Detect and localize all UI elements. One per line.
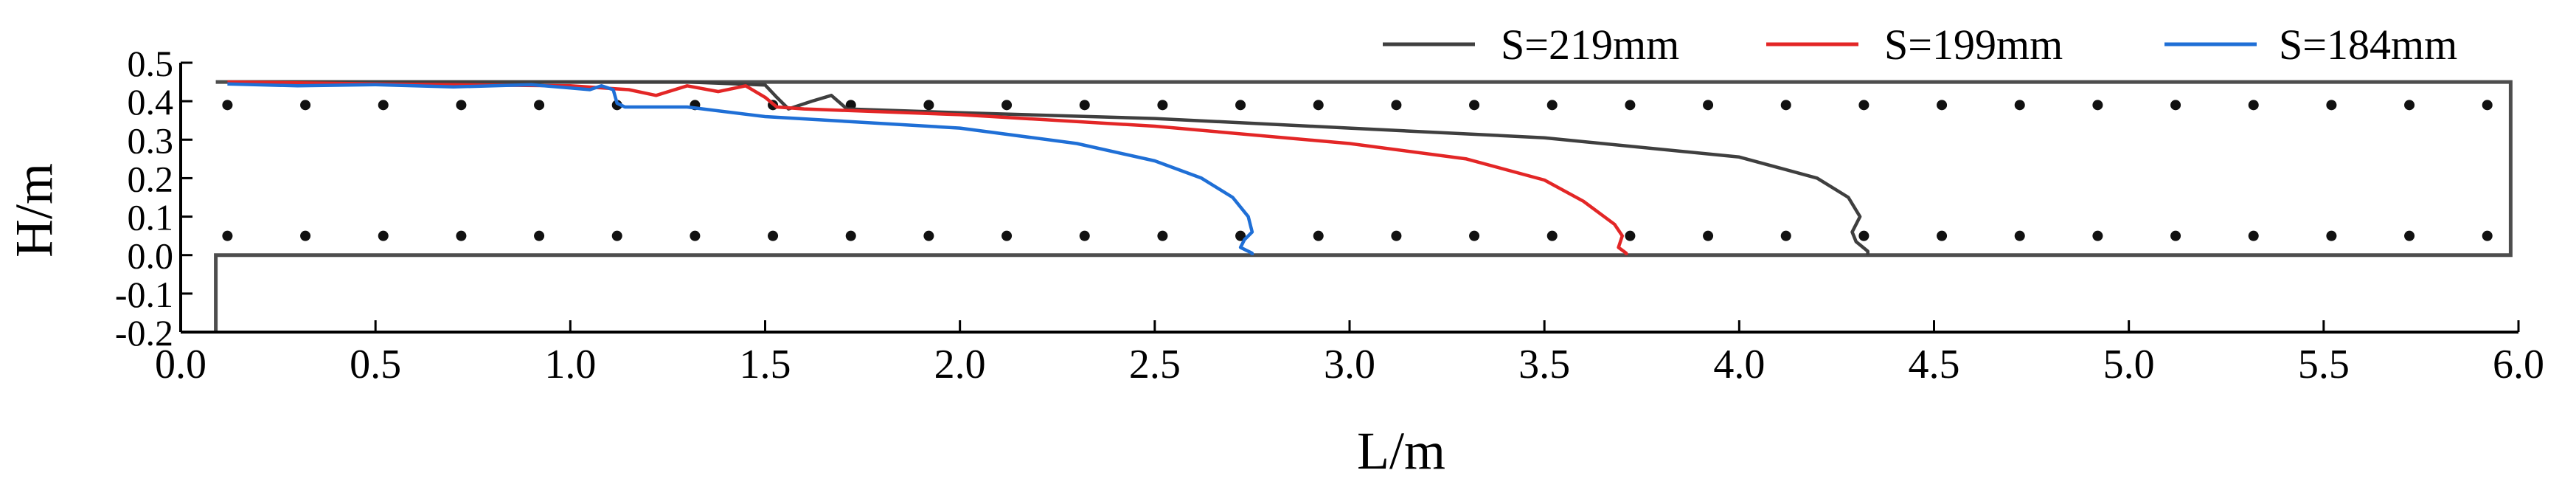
- probe-marker: [2014, 230, 2025, 241]
- probe-marker: [2248, 230, 2259, 241]
- probe-marker: [1157, 100, 1168, 111]
- probe-marker: [1546, 100, 1558, 111]
- y-tick-label: 0.1: [128, 197, 174, 238]
- probe-marker: [1235, 230, 1246, 241]
- probe-marker: [1937, 230, 1948, 241]
- probe-marker: [1313, 100, 1324, 111]
- container-outline: [214, 80, 2513, 332]
- y-tick-label: 0.4: [128, 81, 174, 122]
- probe-marker: [300, 100, 311, 111]
- probe-marker: [1780, 230, 1791, 241]
- probe-marker: [1469, 100, 1480, 111]
- legend-label-s219: S=219mm: [1501, 21, 1679, 69]
- probe-marker: [222, 100, 233, 111]
- x-axis-label: L/m: [1357, 421, 1445, 480]
- probe-marker: [1157, 230, 1168, 241]
- x-tick-label: 4.0: [1713, 342, 1765, 387]
- x-tick-label: 5.5: [2298, 342, 2350, 387]
- y-tick-label: -0.2: [115, 312, 173, 353]
- probe-marker: [2170, 100, 2181, 111]
- probe-marker: [1858, 230, 1869, 241]
- probe-marker: [1780, 100, 1791, 111]
- probe-marker: [1001, 100, 1013, 111]
- y-axis-label: H/m: [4, 163, 63, 258]
- y-tick-label: 0.5: [128, 43, 174, 84]
- probe-marker: [534, 230, 545, 241]
- probe-marker: [2404, 100, 2415, 111]
- probe-marker: [611, 230, 622, 241]
- x-tick-label: 1.5: [740, 342, 791, 387]
- legend-label-s199: S=199mm: [1884, 21, 2063, 69]
- x-tick-label: 5.0: [2103, 342, 2155, 387]
- probe-marker: [1937, 100, 1948, 111]
- probe-marker: [2092, 230, 2103, 241]
- probe-marker: [923, 230, 934, 241]
- axes-layer: 0.0 0.5 1.0 1.5 2.0 2.5 3.0 3.5 4.0 4.5 5.0 5.5 6.0 0…: [115, 43, 2544, 387]
- probe-marker: [2170, 230, 2181, 241]
- probe-marker: [1079, 230, 1090, 241]
- x-tick-label: 6.0: [2493, 342, 2544, 387]
- probe-marker: [222, 230, 233, 241]
- probe-marker: [2248, 100, 2259, 111]
- probe-marker: [1313, 230, 1324, 241]
- probe-marker: [1703, 230, 1714, 241]
- probe-marker: [2326, 100, 2337, 111]
- probe-marker: [923, 100, 934, 111]
- probe-marker: [1391, 100, 1402, 111]
- legend-entry: S=199mm: [1766, 21, 2063, 69]
- x-tick-label: 2.0: [934, 342, 986, 387]
- probe-marker: [1391, 230, 1402, 241]
- series-line-2: [227, 82, 1254, 255]
- probe-marker: [845, 230, 856, 241]
- probe-marker: [1858, 100, 1869, 111]
- probe-marker: [1703, 100, 1714, 111]
- probe-marker: [611, 100, 622, 111]
- legend-label-s184: S=184mm: [2279, 21, 2457, 69]
- probe-marker: [2482, 100, 2493, 111]
- probe-marker: [378, 230, 389, 241]
- probe-marker: [300, 230, 311, 241]
- probe-marker: [1625, 100, 1636, 111]
- y-tick-label: 0.2: [128, 158, 174, 199]
- legend-entry: S=219mm: [1383, 21, 1679, 69]
- y-tick-label: 0.3: [128, 120, 174, 161]
- series-line-0: [227, 80, 1869, 255]
- probe-marker: [534, 100, 545, 111]
- x-tick-label: 1.0: [544, 342, 596, 387]
- probe-marker: [2482, 230, 2493, 241]
- series-layer: [227, 80, 1869, 255]
- probe-marker: [2092, 100, 2103, 111]
- container-layer: [214, 80, 2513, 332]
- probe-marker: [456, 230, 467, 241]
- x-tick-label: 4.5: [1909, 342, 1960, 387]
- y-tick-label: 0.0: [128, 235, 174, 277]
- x-tick-label: 3.5: [1518, 342, 1570, 387]
- x-tick-label: 3.0: [1324, 342, 1375, 387]
- probe-marker: [1625, 230, 1636, 241]
- probe-marker: [456, 100, 467, 111]
- probe-marker: [1469, 230, 1480, 241]
- marker-layer: [222, 100, 2493, 241]
- probe-marker: [2014, 100, 2025, 111]
- y-tick-label: -0.1: [115, 274, 173, 315]
- probe-marker: [2404, 230, 2415, 241]
- legend: S=219mm S=199mm S=184mm: [1383, 21, 2457, 69]
- probe-marker: [768, 230, 779, 241]
- series-line-1: [227, 80, 1628, 255]
- legend-entry: S=184mm: [2164, 21, 2457, 69]
- x-tick-label: 0.0: [155, 342, 206, 387]
- probe-marker: [1079, 100, 1090, 111]
- probe-marker: [690, 230, 701, 241]
- probe-marker: [1001, 230, 1013, 241]
- probe-marker: [2326, 230, 2337, 241]
- x-tick-label: 0.5: [350, 342, 401, 387]
- probe-marker: [1235, 100, 1246, 111]
- x-tick-label: 2.5: [1129, 342, 1181, 387]
- probe-marker: [378, 100, 389, 111]
- probe-marker: [1546, 230, 1558, 241]
